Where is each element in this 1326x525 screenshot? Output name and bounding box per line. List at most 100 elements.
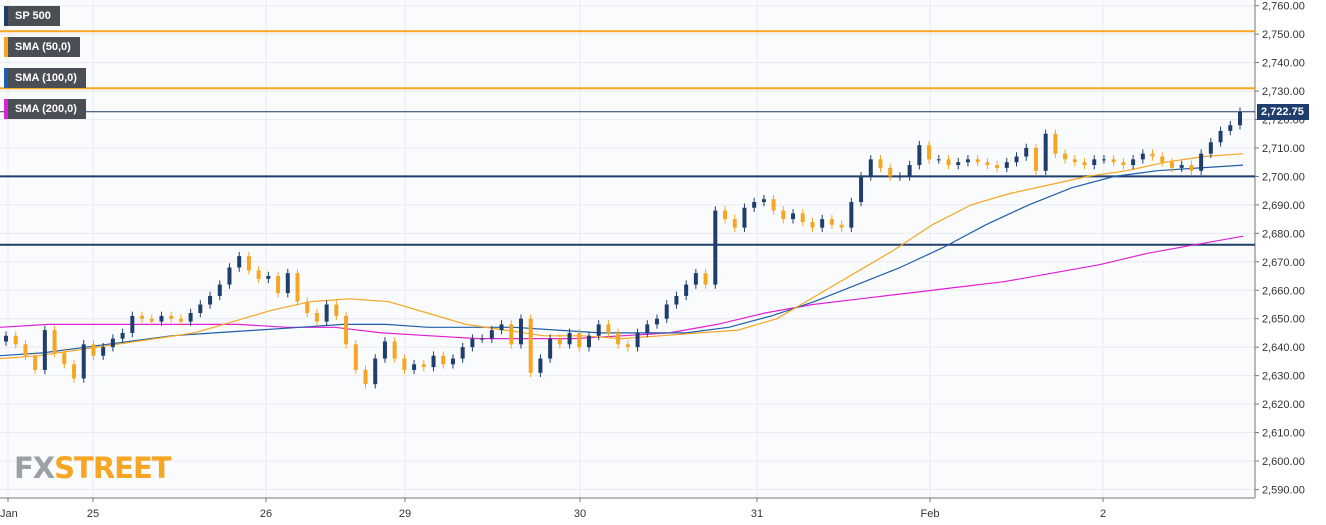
candle-body (567, 332, 572, 345)
candle-body (548, 338, 553, 359)
legend-swatch (4, 99, 8, 119)
candle-body (518, 318, 523, 345)
candle-body (985, 162, 990, 166)
candle-body (936, 159, 941, 161)
candle-body (771, 199, 776, 211)
candle-body (470, 338, 475, 348)
candle-body (655, 318, 660, 325)
x-tick-label: Jan (0, 508, 18, 520)
y-tick-label: 2,680.00 (1262, 228, 1305, 240)
candle-body (732, 219, 737, 228)
x-tick-label: 2 (1100, 508, 1106, 520)
candle-body (829, 219, 834, 225)
candle-body (1228, 125, 1233, 131)
candle-body (586, 335, 591, 348)
candle-body (23, 344, 28, 356)
candle-body (625, 344, 630, 348)
candle-body (237, 256, 242, 268)
y-tick-label: 2,690.00 (1262, 200, 1305, 212)
y-tick-label: 2,760.00 (1262, 1, 1305, 13)
candle-body (1033, 147, 1038, 171)
x-tick-label: 29 (399, 508, 411, 520)
candle-body (42, 330, 47, 370)
legend-label: SP 500 (8, 6, 60, 26)
candle-body (441, 355, 446, 365)
candle-body (324, 304, 329, 322)
candle-body (13, 335, 18, 345)
candle-body (431, 355, 436, 368)
y-tick-label: 2,640.00 (1262, 342, 1305, 354)
candle-body (120, 332, 125, 339)
candle-body (839, 224, 844, 228)
candle-body (72, 364, 77, 379)
candle-body (188, 313, 193, 322)
candle-body (266, 276, 271, 279)
candle-body (4, 335, 8, 342)
candle-body (606, 324, 611, 333)
sma50-line (0, 153, 1244, 360)
candle-body (208, 295, 213, 305)
plot-area (0, 0, 1255, 498)
y-tick-label: 2,710.00 (1262, 143, 1305, 155)
candle-body (1238, 111, 1242, 126)
x-tick-label: 25 (87, 508, 99, 520)
candle-body (110, 338, 115, 348)
y-tick-label: 2,750.00 (1262, 29, 1305, 41)
candle-body (703, 273, 708, 285)
legend-label: SMA (50,0) (8, 37, 80, 57)
candle-body (227, 267, 232, 285)
legend-label: SMA (100,0) (8, 68, 86, 88)
candle-body (480, 338, 485, 340)
candle-body (52, 330, 57, 353)
candle-body (849, 202, 854, 228)
candle-body (1043, 133, 1048, 171)
y-tick-label: 2,630.00 (1262, 371, 1305, 383)
candle-body (1053, 133, 1058, 154)
x-tick-label: Feb (921, 508, 940, 520)
candle-body (1063, 153, 1068, 160)
sma100-line (0, 164, 1244, 357)
candle-body (412, 364, 417, 370)
candle-body (1072, 159, 1077, 163)
logo-suffix: STREET (54, 451, 171, 485)
candle-body (810, 221, 815, 228)
candle-body (392, 341, 397, 359)
candle-body (140, 315, 145, 319)
candle-body (1014, 156, 1019, 163)
candle-body (1092, 159, 1097, 166)
candle-body (616, 332, 621, 345)
candle-body (897, 176, 902, 178)
candle-body (965, 159, 970, 163)
candle-body (684, 284, 689, 296)
x-tick-label: 31 (751, 508, 763, 520)
candle-body (868, 159, 873, 177)
x-tick-label: 26 (260, 508, 272, 520)
candle-body (1101, 159, 1106, 161)
candle-body (460, 347, 465, 359)
candle-body (489, 330, 494, 339)
candle-body (402, 358, 407, 370)
candle-body (178, 318, 183, 322)
candle-body (198, 304, 203, 314)
candle-body (314, 313, 319, 322)
candle-body (664, 304, 669, 319)
y-tick-label: 2,730.00 (1262, 86, 1305, 98)
candle-body (781, 210, 786, 220)
legend-item-sma50[interactable]: SMA (50,0) (4, 37, 86, 57)
candle-body (1160, 156, 1165, 163)
candle-body (363, 369, 368, 385)
legend-item-sma100[interactable]: SMA (100,0) (4, 68, 86, 88)
candle-body (33, 355, 38, 370)
legend-item-sp500[interactable]: SP 500 (4, 6, 86, 26)
candle-body (723, 210, 728, 220)
candle-body (382, 341, 387, 359)
candle-body (557, 338, 562, 345)
candle-body (509, 324, 514, 345)
legend: SP 500 SMA (50,0) SMA (100,0) SMA (200,0… (4, 6, 86, 130)
candle-body (159, 315, 164, 322)
candle-body (334, 304, 339, 316)
y-tick-label: 2,610.00 (1262, 428, 1305, 440)
y-tick-label: 2,600.00 (1262, 456, 1305, 468)
legend-item-sma200[interactable]: SMA (200,0) (4, 99, 86, 119)
candle-body (528, 318, 533, 373)
